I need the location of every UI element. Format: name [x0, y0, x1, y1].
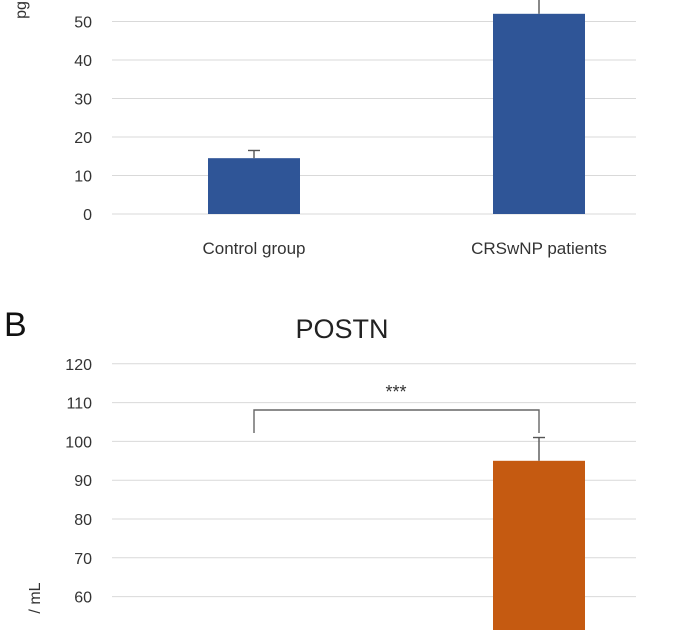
category-label: CRSwNP patients	[471, 239, 607, 258]
panel-b-label: B	[4, 306, 27, 344]
y-tick-label: 0	[83, 207, 92, 224]
panel-b-bars	[493, 436, 585, 630]
y-tick-label: 100	[65, 434, 92, 451]
panel-a: pg 0 10 20 30 40 50 Control group CRSwNP patie…	[13, 0, 636, 258]
bar	[493, 460, 585, 630]
significance-bracket	[253, 409, 540, 433]
significance-marker: ***	[385, 382, 406, 402]
y-tick-label: 110	[66, 396, 92, 413]
panel-b-y-ticks: 60 70 80 90 100 110 120	[65, 357, 92, 607]
category-label: Control group	[202, 239, 305, 258]
y-tick-label: 10	[74, 169, 92, 186]
panel-a-bars	[208, 0, 585, 214]
y-tick-label: 20	[74, 130, 92, 147]
y-tick-label: 120	[65, 357, 92, 374]
panel-b-title: POSTN	[295, 314, 388, 344]
y-tick-label: 60	[74, 590, 92, 607]
bar	[493, 13, 585, 214]
panel-a-category-labels: Control group CRSwNP patients	[202, 239, 606, 258]
y-tick-label: 40	[74, 53, 92, 70]
y-tick-label: 50	[74, 15, 92, 32]
panel-b: B POSTN / mL 60 70 80 90 100 110 120 ***	[4, 306, 636, 630]
bar	[208, 158, 300, 214]
y-tick-label: 30	[74, 92, 92, 109]
panel-a-y-axis-label: pg	[13, 1, 30, 19]
y-tick-label: 90	[74, 473, 92, 490]
y-tick-label: 70	[74, 551, 92, 568]
y-tick-label: 80	[74, 512, 92, 529]
panel-b-y-axis-label: / mL	[27, 582, 44, 613]
panel-a-y-ticks: 0 10 20 30 40 50	[74, 15, 92, 225]
